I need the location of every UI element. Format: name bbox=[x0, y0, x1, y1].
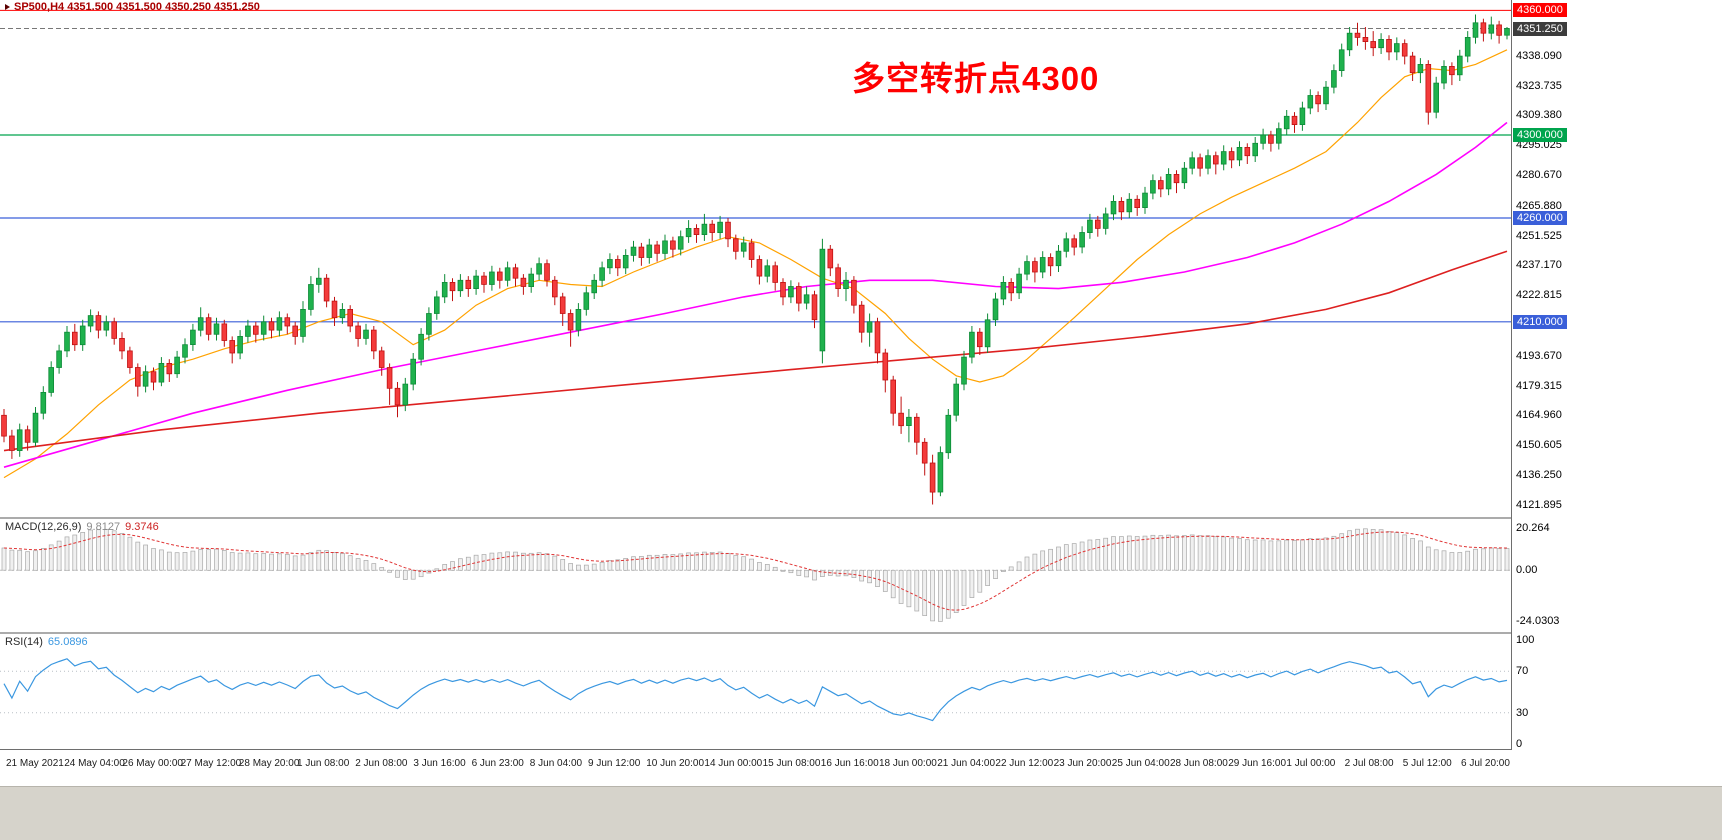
time-label: 22 Jun 12:00 bbox=[995, 758, 1054, 769]
panel-divider-rsi[interactable] bbox=[0, 632, 1722, 634]
price-tick-label: 4237.170 bbox=[1516, 259, 1562, 272]
macd-canvas[interactable] bbox=[0, 519, 1511, 632]
time-label: 15 Jun 08:00 bbox=[762, 758, 821, 769]
time-label: 21 Jun 04:00 bbox=[937, 758, 996, 769]
time-label: 16 Jun 16:00 bbox=[820, 758, 879, 769]
price-tick-label: 4179.315 bbox=[1516, 379, 1562, 392]
time-label: 25 Jun 04:00 bbox=[1111, 758, 1170, 769]
time-label: 9 Jun 12:00 bbox=[588, 758, 641, 769]
time-label: 10 Jun 20:00 bbox=[646, 758, 705, 769]
rsi-axis-label: 100 bbox=[1516, 634, 1535, 646]
price-tag: 4210.000 bbox=[1513, 314, 1567, 329]
chart-title-text: SP500,H4 4351.500 4351.500 4350.250 4351… bbox=[14, 1, 260, 13]
rsi-value: 65.0896 bbox=[47, 636, 88, 648]
time-label: 14 Jun 00:00 bbox=[704, 758, 763, 769]
time-label: 28 May 20:00 bbox=[238, 758, 300, 769]
macd-indicator-label: MACD(12,26,9) 9.8127 9.3746 bbox=[5, 521, 159, 533]
price-chart-canvas[interactable] bbox=[0, 0, 1511, 517]
window-footer bbox=[0, 786, 1722, 840]
time-label: 28 Jun 08:00 bbox=[1170, 758, 1228, 769]
rsi-line bbox=[3, 658, 1508, 722]
hlines-layer bbox=[0, 9, 1511, 323]
price-tag: 4360.000 bbox=[1513, 3, 1567, 18]
macd-value-signal: 9.3746 bbox=[125, 521, 159, 533]
time-axis-border bbox=[0, 749, 1722, 750]
price-tick-label: 4251.525 bbox=[1516, 229, 1562, 242]
time-label: 26 May 00:00 bbox=[122, 758, 183, 769]
time-label: 18 Jun 00:00 bbox=[879, 758, 937, 769]
rsi-indicator-label: RSI(14) 65.0896 bbox=[5, 636, 88, 648]
time-label: 6 Jul 20:00 bbox=[1461, 758, 1510, 769]
chart-annotation: 多空转折点4300 bbox=[852, 60, 1100, 97]
price-tick-label: 4164.960 bbox=[1516, 409, 1562, 422]
price-tag: 4351.250 bbox=[1513, 21, 1567, 36]
time-label: 2 Jul 08:00 bbox=[1344, 758, 1394, 769]
time-axis[interactable]: 21 May 2021 24 May 04:00 26 May 00:00 27 Ma… bbox=[0, 750, 1722, 786]
price-tick-label: 4121.895 bbox=[1516, 498, 1562, 511]
price-tick-label: 4193.670 bbox=[1516, 349, 1562, 362]
chart-title: SP500,H4 4351.500 4351.500 4350.250 4351… bbox=[5, 1, 260, 13]
rsi-axis-label: 70 bbox=[1516, 665, 1529, 678]
time-label: 27 May 12:00 bbox=[180, 758, 242, 769]
time-label: 24 May 04:00 bbox=[64, 758, 125, 769]
rsi-canvas[interactable] bbox=[0, 634, 1511, 749]
rsi-axis-label: 0 bbox=[1516, 738, 1523, 750]
price-tick-label: 4323.735 bbox=[1516, 79, 1562, 92]
time-label: 6 Jun 23:00 bbox=[471, 758, 524, 769]
time-label: 3 Jun 16:00 bbox=[413, 758, 466, 769]
moving-averages-layer bbox=[3, 49, 1508, 479]
price-tick-label: 4150.605 bbox=[1516, 439, 1562, 452]
time-label: 1 Jun 08:00 bbox=[297, 758, 350, 769]
time-label: 1 Jul 00:00 bbox=[1286, 758, 1336, 769]
time-label: 2 Jun 08:00 bbox=[355, 758, 408, 769]
time-label: 29 Jun 16:00 bbox=[1228, 758, 1287, 769]
candles-layer bbox=[1, 14, 1510, 505]
macd-name: MACD(12,26,9) bbox=[5, 521, 82, 533]
rsi-name: RSI(14) bbox=[5, 636, 43, 648]
price-tick-label: 4136.250 bbox=[1516, 468, 1562, 481]
ma-fast-orange bbox=[3, 49, 1508, 479]
time-label: 21 May 2021 bbox=[6, 758, 64, 769]
price-tag: 4300.000 bbox=[1513, 127, 1567, 142]
time-label: 8 Jun 04:00 bbox=[529, 758, 583, 769]
price-axis[interactable]: 4338.090 4323.735 4309.380 4295.025 4280.670… bbox=[1512, 0, 1722, 786]
price-tick-label: 4265.880 bbox=[1516, 199, 1562, 212]
price-tag: 4260.000 bbox=[1513, 211, 1567, 225]
macd-signal-line bbox=[3, 531, 1508, 611]
macd-value-main: 9.8127 bbox=[86, 521, 121, 533]
macd-axis-label: 0.00 bbox=[1516, 564, 1538, 577]
rsi-axis-label: 30 bbox=[1516, 706, 1529, 719]
price-tick-label: 4280.670 bbox=[1516, 169, 1562, 182]
macd-axis-label: 20.264 bbox=[1516, 521, 1550, 534]
time-label: 23 Jun 20:00 bbox=[1053, 758, 1112, 769]
symbol-marker-icon bbox=[5, 4, 10, 10]
panel-divider-macd[interactable] bbox=[0, 517, 1722, 519]
price-tick-label: 4222.815 bbox=[1516, 289, 1562, 302]
price-tick-label: 4338.090 bbox=[1516, 49, 1562, 62]
time-label: 5 Jul 12:00 bbox=[1402, 758, 1452, 769]
macd-axis-label: -24.0303 bbox=[1516, 614, 1560, 627]
macd-histogram bbox=[1, 528, 1510, 622]
price-tick-label: 4295.025 bbox=[1516, 139, 1562, 152]
ma-slow-red bbox=[3, 250, 1508, 452]
price-tick-label: 4309.380 bbox=[1516, 109, 1562, 122]
price-axis-border bbox=[1511, 0, 1512, 749]
ma-mid-magenta bbox=[3, 121, 1508, 468]
